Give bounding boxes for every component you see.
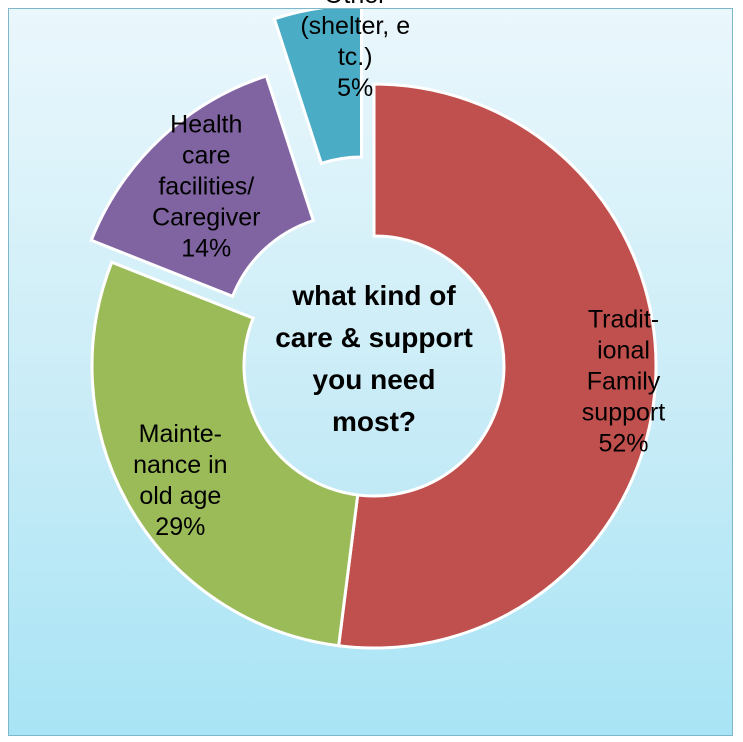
title-line: you need bbox=[312, 364, 436, 395]
donut-chart bbox=[89, 9, 658, 650]
slice-maintenance bbox=[90, 260, 360, 648]
title-line: what kind of bbox=[292, 280, 456, 311]
slice-family-support bbox=[336, 82, 658, 650]
slice-value: 5% bbox=[337, 74, 374, 103]
slice-label-maintenance: Mainte- nance in old age 29% bbox=[133, 419, 228, 543]
label-line: nance in bbox=[133, 450, 228, 479]
label-line: (shelter, e bbox=[300, 12, 411, 41]
label-line: Health bbox=[170, 110, 243, 139]
label-line: Family bbox=[586, 367, 661, 396]
slice-label-other: Other (shelter, e tc.) 5% bbox=[300, 0, 410, 104]
slice-value: 29% bbox=[155, 512, 206, 541]
label-line: tc.) bbox=[337, 43, 373, 72]
label-line: old age bbox=[139, 481, 222, 510]
label-line: Mainte- bbox=[138, 419, 223, 448]
title-line: most? bbox=[331, 406, 416, 437]
slice-value: 52% bbox=[598, 429, 649, 458]
chart-area: what kind of care & support you need mos… bbox=[8, 0, 733, 736]
slice-health-care bbox=[89, 74, 316, 299]
label-line: Caregiver bbox=[152, 203, 261, 232]
slice-label-health-care: Health care facilities/ Caregiver 14% bbox=[152, 110, 260, 265]
chart-title: what kind of care & support you need mos… bbox=[275, 275, 473, 443]
label-line: Tradit- bbox=[587, 305, 660, 334]
slice-other bbox=[272, 9, 363, 166]
label-line: care bbox=[181, 141, 231, 170]
slice-value: 14% bbox=[181, 234, 232, 263]
label-line: ional bbox=[597, 336, 650, 365]
label-line: facilities/ bbox=[158, 172, 255, 201]
title-line: care & support bbox=[275, 322, 473, 353]
label-line: support bbox=[581, 398, 666, 427]
label-line: Other bbox=[300, 0, 410, 11]
slice-label-family-support: Tradit- ional Family support 52% bbox=[582, 304, 665, 459]
